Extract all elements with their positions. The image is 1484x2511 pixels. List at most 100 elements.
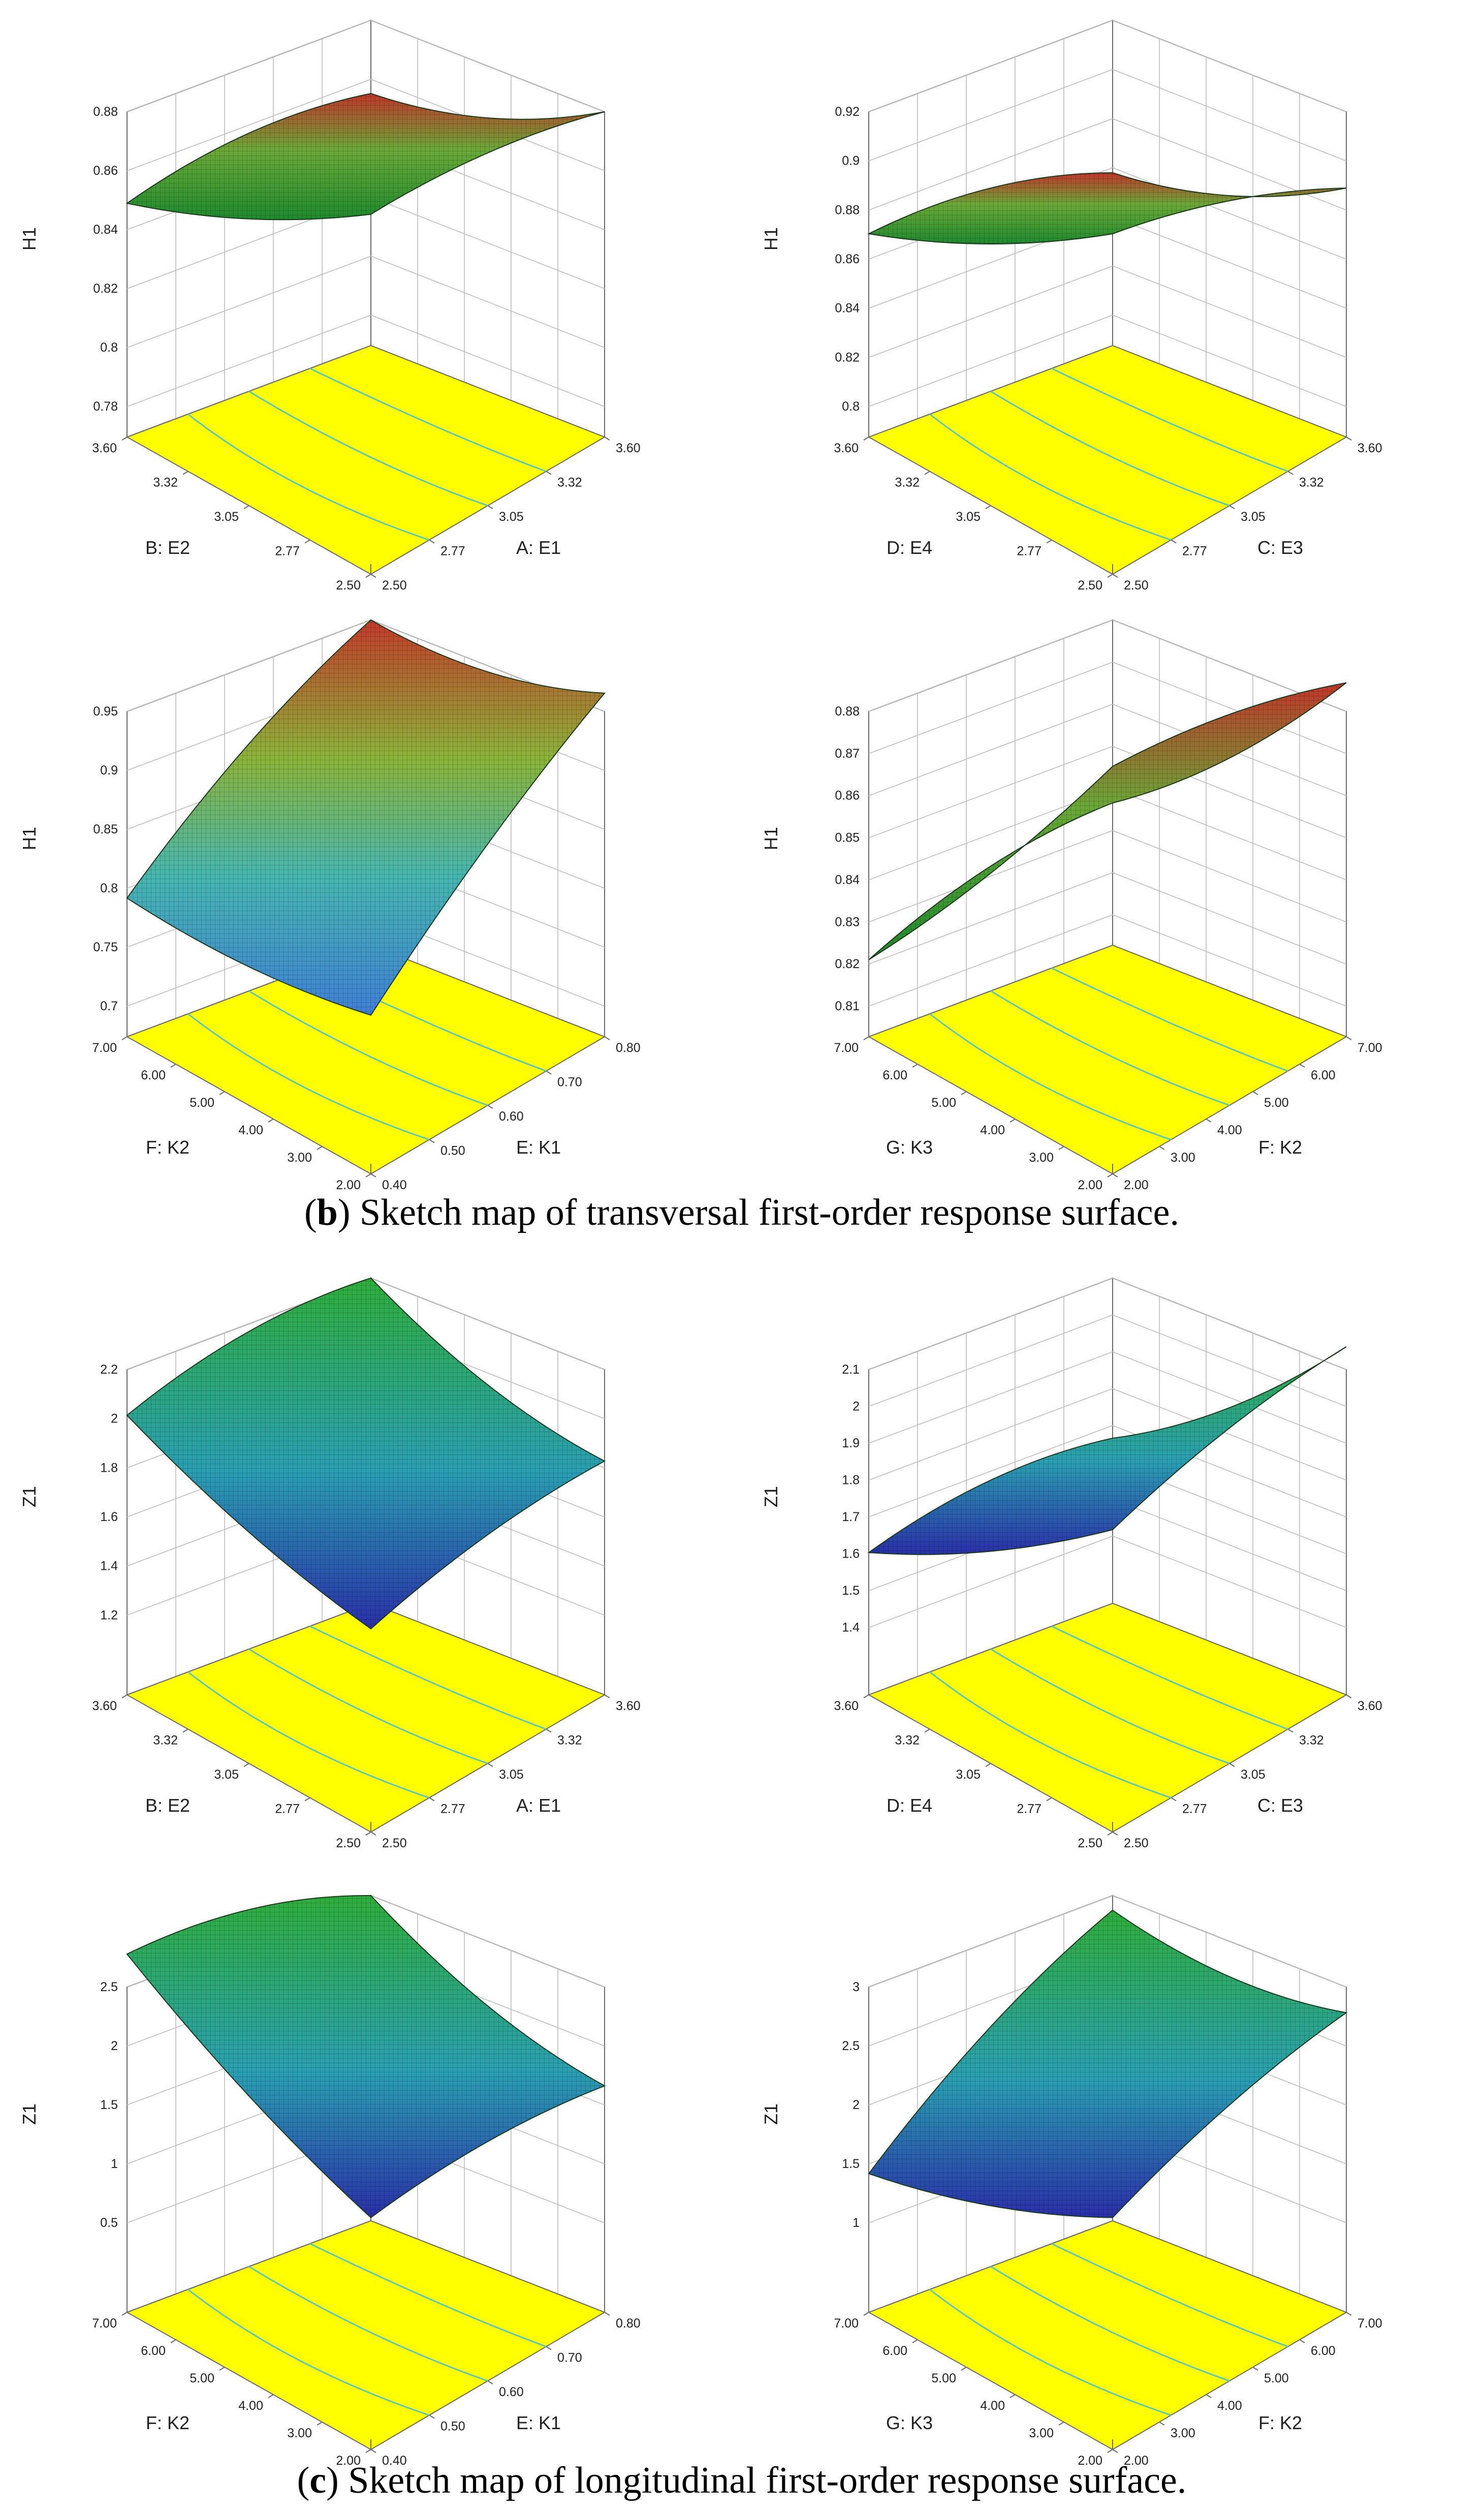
z-tick-label: 0.86 — [835, 252, 860, 266]
y-tick-label: 3.05 — [956, 510, 981, 524]
z-tick-label: 0.85 — [93, 822, 118, 836]
z-tick-label: 0.88 — [93, 105, 118, 119]
x-tick-label: 6.00 — [1311, 2344, 1336, 2358]
y-tick-label: 2.50 — [336, 578, 361, 593]
floor-contour — [187, 1671, 430, 1799]
caption-c-text: Sketch map of longitudinal first-order r… — [348, 2460, 1186, 2501]
x-tick-label: 4.00 — [1217, 2399, 1242, 2413]
x-tick — [370, 1832, 376, 1836]
y-tick — [863, 1694, 869, 1698]
y-tick-label: 2.77 — [1017, 1802, 1041, 1816]
x-tick — [604, 1694, 610, 1698]
x-tick — [1229, 1763, 1235, 1767]
chart-2: 0.8 0.82 0.84 0.86 0.88 0.9 0.92 2.50 2.77 3.05 3.… — [761, 19, 1382, 593]
z-tick-label: 1.5 — [842, 1584, 860, 1598]
x-tick-label: 2.00 — [1124, 2454, 1149, 2468]
y-tick — [365, 1173, 371, 1177]
x-tick — [604, 2312, 610, 2316]
wall-gridline — [127, 20, 605, 112]
x-tick-label: 5.00 — [1264, 2371, 1289, 2385]
chart-4: 0.81 0.82 0.83 0.84 0.85 0.86 0.87 0.88 2.00 3.00… — [761, 619, 1382, 1192]
y-tick-label: 2.00 — [1078, 2454, 1102, 2468]
x-axis-label: F: K2 — [1258, 1137, 1302, 1158]
z-tick-label: 1.7 — [842, 1510, 860, 1524]
y-tick — [317, 1146, 323, 1150]
floor-contour — [309, 1625, 547, 1730]
y-axis-label: D: E4 — [887, 537, 932, 558]
z-tick-label: 1 — [111, 2157, 118, 2171]
chart-7: 0.5 1 1.5 2 2.5 0.40 0.50 0.60 0.70 0.80 2.00 3.00 4… — [19, 1895, 641, 2468]
y-tick — [170, 1064, 176, 1068]
caption-c: (c) Sketch map of longitudinal first-ord… — [297, 2460, 1187, 2501]
y-tick — [1009, 1119, 1016, 1123]
wall-gridline — [868, 703, 1347, 796]
z-tick-label: 1.9 — [842, 1436, 860, 1450]
x-tick — [429, 2414, 435, 2419]
z-axis-label: H1 — [19, 227, 40, 251]
z-tick-label: 0.87 — [835, 747, 860, 761]
z-tick-label: 1.4 — [842, 1621, 860, 1635]
wall-gridline — [868, 20, 1347, 112]
z-tick-label: 0.88 — [835, 203, 860, 217]
x-tick — [370, 574, 376, 578]
y-tick-label: 4.00 — [980, 2399, 1005, 2413]
y-tick — [365, 1832, 371, 1836]
z-tick-label: 2 — [852, 1400, 860, 1414]
y-tick-label: 5.00 — [190, 1096, 214, 1110]
x-tick-label: 2.50 — [1124, 578, 1149, 593]
floor-contour — [248, 390, 488, 507]
z-tick-label: 0.83 — [835, 915, 860, 929]
y-tick-label: 3.05 — [956, 1768, 981, 1782]
z-tick-label: 2.5 — [842, 2039, 860, 2053]
y-tick-label: 4.00 — [238, 2399, 263, 2413]
x-tick-label: 2.77 — [440, 1802, 465, 1816]
x-tick-label: 0.40 — [382, 2454, 407, 2468]
y-tick — [365, 2449, 371, 2453]
x-tick — [1112, 574, 1118, 578]
x-tick — [1287, 471, 1293, 475]
z-tick-label: 1.8 — [842, 1473, 860, 1487]
z-tick-label: 2.5 — [100, 1980, 118, 1994]
x-tick — [546, 1728, 552, 1733]
z-tick-label: 2 — [852, 2098, 860, 2112]
surface-mesh — [127, 620, 605, 1015]
z-tick-label: 1.5 — [842, 2157, 860, 2171]
x-tick-label: 3.00 — [1171, 2426, 1195, 2440]
y-tick-label: 3.05 — [214, 1768, 239, 1782]
wall-gridline — [868, 830, 1347, 923]
floor-contour — [187, 1013, 430, 1140]
floor-contour — [990, 390, 1230, 507]
surface-mesh — [869, 1910, 1346, 2218]
x-tick-label: 0.50 — [440, 2420, 465, 2434]
y-tick — [219, 2367, 225, 2371]
y-tick-label: 3.00 — [1029, 2426, 1054, 2440]
x-tick-label: 4.00 — [1217, 1123, 1242, 1137]
y-tick — [912, 2339, 918, 2343]
y-tick — [1107, 2449, 1113, 2453]
y-tick-label: 3.60 — [92, 1699, 117, 1713]
z-tick-label: 0.84 — [835, 301, 860, 316]
charts-layer: 0.780.80.820.840.860.882.502.773.053.323… — [19, 19, 1382, 2468]
floor-contour — [187, 413, 430, 541]
x-tick-label: 3.60 — [1357, 441, 1382, 455]
caption-b-text: Sketch map of transversal first-order re… — [360, 1192, 1179, 1233]
wall-gridline — [868, 1425, 1347, 1517]
z-tick-label: 2 — [111, 1412, 118, 1426]
x-tick-label: 3.05 — [499, 1768, 524, 1782]
y-tick-label: 2.77 — [275, 1802, 300, 1816]
x-tick-label: 3.32 — [557, 1733, 582, 1748]
x-tick — [370, 2449, 376, 2453]
y-tick-label: 3.00 — [287, 2426, 312, 2440]
y-tick — [1058, 2422, 1064, 2426]
chart-6: 1.4 1.5 1.6 1.7 1.8 1.9 2 2.1 2.50 2.77 3.05 3.32 3.… — [761, 1277, 1382, 1850]
y-tick-label: 3.32 — [895, 1733, 920, 1748]
x-tick — [1346, 2312, 1352, 2316]
floor-contour — [990, 2266, 1230, 2382]
wall-gridline — [868, 265, 1347, 358]
y-tick-label: 2.77 — [1017, 544, 1041, 559]
z-tick-label: 0.81 — [835, 999, 860, 1013]
y-tick-label: 3.00 — [1029, 1151, 1054, 1165]
z-tick-label: 0.95 — [93, 704, 118, 719]
floor-contour — [248, 2266, 488, 2382]
y-tick-label: 2.00 — [336, 2454, 361, 2468]
